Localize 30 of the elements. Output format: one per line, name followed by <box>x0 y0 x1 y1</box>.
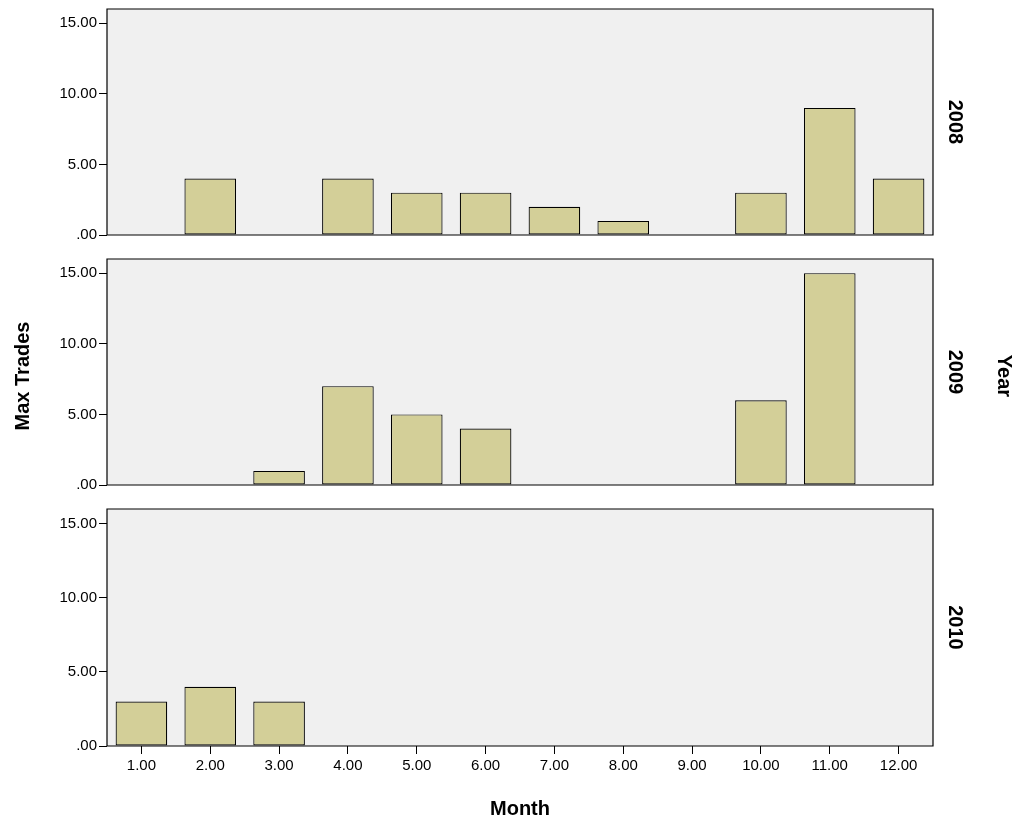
x-tick-label: 5.00 <box>402 756 432 774</box>
x-tick-label: 7.00 <box>539 756 570 774</box>
x-tick-label: 6.00 <box>470 756 501 774</box>
y-tick-label: .00 <box>76 225 97 243</box>
x-axis-title: Month <box>490 796 550 820</box>
y-tick-label: 5.00 <box>67 154 97 172</box>
y-tick-label: 15.00 <box>59 13 97 31</box>
y-tick-label: 15.00 <box>59 513 97 531</box>
y-tick-label: 10.00 <box>59 333 97 351</box>
x-tick-label: 2.00 <box>195 756 225 774</box>
x-tick-label: 8.00 <box>608 756 638 774</box>
y-tick-label: .00 <box>76 736 97 754</box>
x-tick-label: 4.00 <box>333 756 363 774</box>
text: Year <box>992 354 1016 398</box>
y-tick-label: .00 <box>76 475 97 493</box>
y-tick-label: 10.00 <box>59 588 97 606</box>
x-tick-label: 9.00 <box>677 756 707 774</box>
y-tick-label: 5.00 <box>67 662 97 680</box>
y-tick-label: 10.00 <box>59 83 97 101</box>
y2-axis-title: 2009 <box>945 349 968 395</box>
x-tick-label: 3.00 <box>264 756 294 774</box>
x-tick-label: 1.00 <box>126 756 157 774</box>
x-tick-label: 11.00 <box>811 756 848 774</box>
y-tick-label: 5.00 <box>67 404 97 422</box>
x-tick-label: 12.00 <box>879 756 918 774</box>
y-axis-title: Max Trades <box>10 321 34 431</box>
y-tick-label: 15.00 <box>59 263 97 281</box>
y2-axis-title: 2008 <box>945 99 968 145</box>
y2-axis-title: 2010 <box>945 605 968 650</box>
x-tick-label: 10.00 <box>742 756 780 774</box>
